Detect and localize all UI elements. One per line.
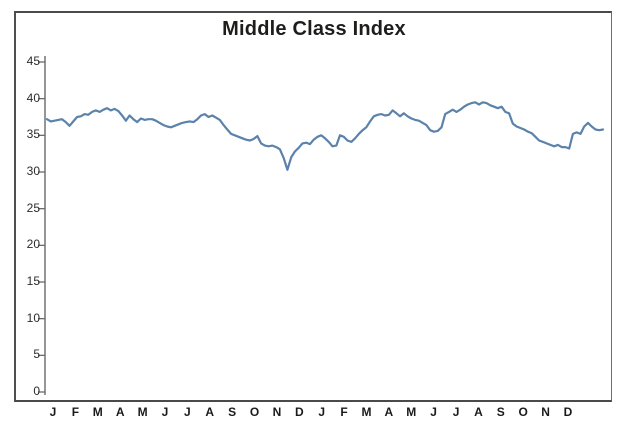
x-month-label: A <box>384 405 394 419</box>
chart-border-frame <box>14 11 612 402</box>
y-tick-label: 10 <box>26 310 40 325</box>
y-tick-label: 40 <box>26 90 40 105</box>
x-month-label: J <box>452 405 460 419</box>
y-tick-label: 35 <box>26 127 40 142</box>
x-month-label: O <box>249 405 260 419</box>
y-tick-label: 20 <box>26 237 40 252</box>
x-month-label: A <box>115 405 125 419</box>
x-month-label: F <box>340 405 348 419</box>
x-month-label: D <box>563 405 573 419</box>
x-month-label: D <box>294 405 304 419</box>
x-month-label: S <box>496 405 505 419</box>
y-tick-label: 15 <box>26 274 40 288</box>
y-tick-label: 25 <box>26 200 40 215</box>
x-month-label: J <box>430 405 437 419</box>
x-month-label: N <box>541 405 550 419</box>
x-month-label: J <box>49 405 57 419</box>
index-data-line <box>45 101 605 171</box>
x-month-label: J <box>184 405 191 419</box>
y-tick-label: 5 <box>33 347 40 362</box>
x-month-label: A <box>205 405 215 419</box>
x-month-label: M <box>361 405 372 419</box>
x-month-label: S <box>228 405 237 419</box>
y-tick-label: 30 <box>26 164 40 178</box>
x-month-label: O <box>518 405 528 419</box>
y-tick-label: 0 <box>33 384 40 398</box>
x-month-label: F <box>71 405 80 419</box>
x-month-label: N <box>272 405 282 419</box>
chart-title: Middle Class Index <box>222 18 406 40</box>
x-month-label: A <box>474 405 483 419</box>
x-month-label: M <box>406 405 417 419</box>
x-month-label: J <box>161 405 169 419</box>
x-month-label: M <box>92 405 103 419</box>
x-month-label: J <box>318 405 326 419</box>
y-tick-label: 45 <box>26 54 40 68</box>
x-month-label: M <box>137 405 148 419</box>
